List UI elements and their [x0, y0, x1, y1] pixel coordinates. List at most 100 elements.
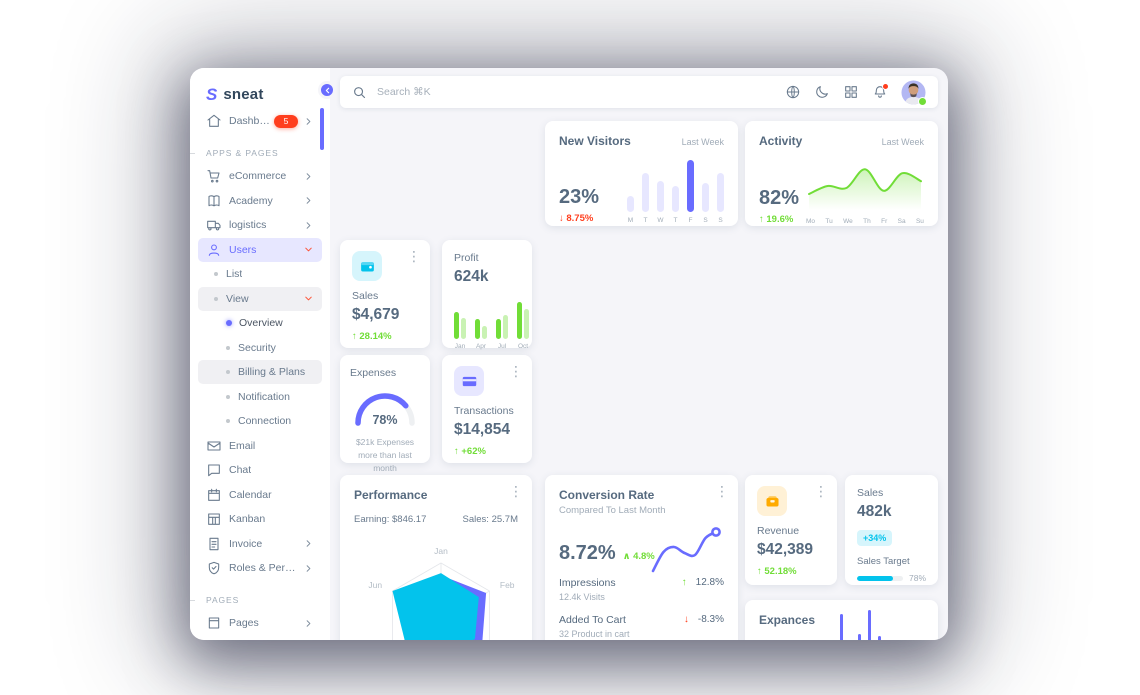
- added-to-cart-row: Added To Cart 32 Product in cart ↓ -8.3%: [559, 614, 724, 639]
- sidebar-item-label: Notification: [238, 390, 290, 403]
- sidebar-item-chat[interactable]: Chat: [198, 458, 322, 482]
- sidebar-item-roles-permiss[interactable]: Roles & Permiss...: [198, 556, 322, 580]
- arrow-up-icon: ↑: [681, 577, 687, 588]
- sidebar-item-email[interactable]: Email: [198, 434, 322, 458]
- impressions-sub: 12.4k Visits: [559, 592, 605, 602]
- dark-mode-button[interactable]: [814, 84, 830, 100]
- sidebar-item-label: Overview: [239, 317, 283, 329]
- sidebar-item-kanban[interactable]: Kanban: [198, 507, 322, 531]
- sneat-logo-icon: S: [206, 84, 218, 104]
- wallet-icon: [757, 486, 787, 516]
- day-label: S: [703, 217, 708, 224]
- bar-0: [627, 196, 634, 212]
- sidebar-item-label: Kanban: [229, 513, 266, 525]
- grid-icon: [845, 86, 857, 98]
- sidebar-item-connection[interactable]: Connection: [198, 409, 322, 433]
- cart-icon: [207, 170, 220, 183]
- expenses-note-line1: $21k Expenses: [355, 437, 415, 447]
- shortcuts-button[interactable]: [843, 84, 859, 100]
- nav-section-header: APPS & PAGES: [190, 142, 322, 164]
- expenses-title: Expenses: [350, 367, 397, 379]
- home-icon: [207, 114, 221, 127]
- sidebar-item-academy[interactable]: Academy: [198, 189, 322, 213]
- sidebar-item-notification[interactable]: Notification: [198, 385, 322, 409]
- search-input[interactable]: [375, 85, 599, 99]
- more-options-button[interactable]: ⋮: [814, 483, 828, 499]
- bar-current: [475, 319, 480, 339]
- sidebar-item-ecommerce[interactable]: eCommerce: [198, 164, 322, 188]
- chevron-right-icon: [306, 619, 311, 627]
- app-window: S sneat Dashboards5 APPS & PAGES eCommerce…: [190, 68, 948, 640]
- sidebar-item-label: Security: [238, 341, 276, 354]
- chat-icon: [208, 464, 220, 477]
- profit-bar-chart: Jan Apr Jul Oct: [454, 295, 529, 350]
- more-options-button[interactable]: ⋮: [509, 483, 523, 499]
- notifications-button[interactable]: [872, 83, 889, 100]
- chevron-right-icon: [306, 117, 311, 125]
- sidebar-item-label: Calendar: [229, 488, 272, 501]
- sidebar-item-overview[interactable]: Overview: [198, 311, 322, 335]
- conversion-subtitle: Compared To Last Month: [559, 505, 666, 516]
- bars: [517, 295, 529, 339]
- moon-icon: [816, 86, 828, 98]
- app-logo[interactable]: S sneat: [190, 68, 330, 106]
- language-button[interactable]: [785, 84, 801, 100]
- chevron-right-icon: [306, 540, 311, 547]
- sidebar-item-label: Dashboards: [229, 115, 274, 127]
- bars: [454, 295, 466, 339]
- day-label: Sa: [897, 218, 906, 225]
- sales-delta: ↑ 28.14%: [352, 331, 392, 342]
- more-options-button[interactable]: ⋮: [509, 363, 523, 379]
- day-label: M: [627, 217, 634, 224]
- conversion-title: Conversion Rate: [559, 488, 655, 502]
- sidebar-item-label: View: [226, 292, 249, 305]
- sidebar-item-view[interactable]: View: [198, 286, 322, 311]
- sidebar-scrollbar-thumb[interactable]: [320, 108, 324, 150]
- month-label: Jul: [497, 343, 507, 350]
- bar-previous: [482, 325, 487, 339]
- sidebar-item-label: Email: [229, 439, 256, 452]
- sales-label: Sales: [352, 290, 379, 302]
- day-label: Tu: [825, 218, 833, 225]
- sidebar-item-dashboards[interactable]: Dashboards5: [198, 109, 322, 133]
- logo-text: sneat: [223, 85, 264, 103]
- expenses-note-line2: more than last month: [358, 449, 412, 473]
- day-label: T: [673, 217, 678, 224]
- sales-growth-badge: +34%: [857, 530, 893, 546]
- sidebar-item-users[interactable]: Users: [198, 237, 322, 262]
- sidebar-item-security[interactable]: Security: [198, 336, 322, 360]
- sidebar-item-calendar[interactable]: Calendar: [198, 483, 322, 507]
- chevron-right-icon: [306, 197, 311, 204]
- shield-icon: [208, 561, 220, 575]
- sidebar-item-billing-plans[interactable]: Billing & Plans: [198, 360, 322, 384]
- expenses-percent: 78%: [372, 413, 398, 427]
- month-label: Oct: [517, 343, 529, 350]
- sidebar-collapse-button[interactable]: [318, 81, 336, 99]
- mini-bar-2: [868, 610, 871, 640]
- activity-kpi: 82% ↑ 19.6%: [759, 187, 799, 225]
- revenue-delta: ↑ 52.18%: [757, 566, 797, 577]
- performance-stats: Earning: $846.17 Sales: 25.7M: [354, 514, 518, 525]
- revenue-card: ⋮ Revenue $42,389 ↑ 52.18%: [745, 475, 837, 585]
- sidebar-item-logistics[interactable]: logistics: [198, 213, 322, 237]
- user-icon: [208, 243, 220, 256]
- sidebar-item-list[interactable]: List: [198, 262, 322, 286]
- bar-6: [717, 173, 724, 212]
- expances-card: Expances: [745, 600, 938, 640]
- sales-target-title: Sales: [857, 487, 884, 499]
- sidebar-item-invoice[interactable]: Invoice: [198, 532, 322, 556]
- sales-card: ⋮ Sales $4,679 ↑ 28.14%: [340, 240, 430, 348]
- revenue-value: $42,389: [757, 541, 814, 558]
- sidebar-item-pages[interactable]: Pages: [198, 611, 322, 635]
- more-options-button[interactable]: ⋮: [715, 483, 729, 499]
- truck-icon: [207, 220, 221, 231]
- user-avatar[interactable]: [901, 79, 927, 106]
- conversion-value: 8.72%: [559, 542, 616, 564]
- more-options-button[interactable]: ⋮: [407, 248, 421, 264]
- bullet-dot: [226, 394, 230, 399]
- kanban-icon: [208, 513, 220, 525]
- day-label: W: [657, 217, 664, 224]
- svg-text:Jun: Jun: [368, 580, 382, 590]
